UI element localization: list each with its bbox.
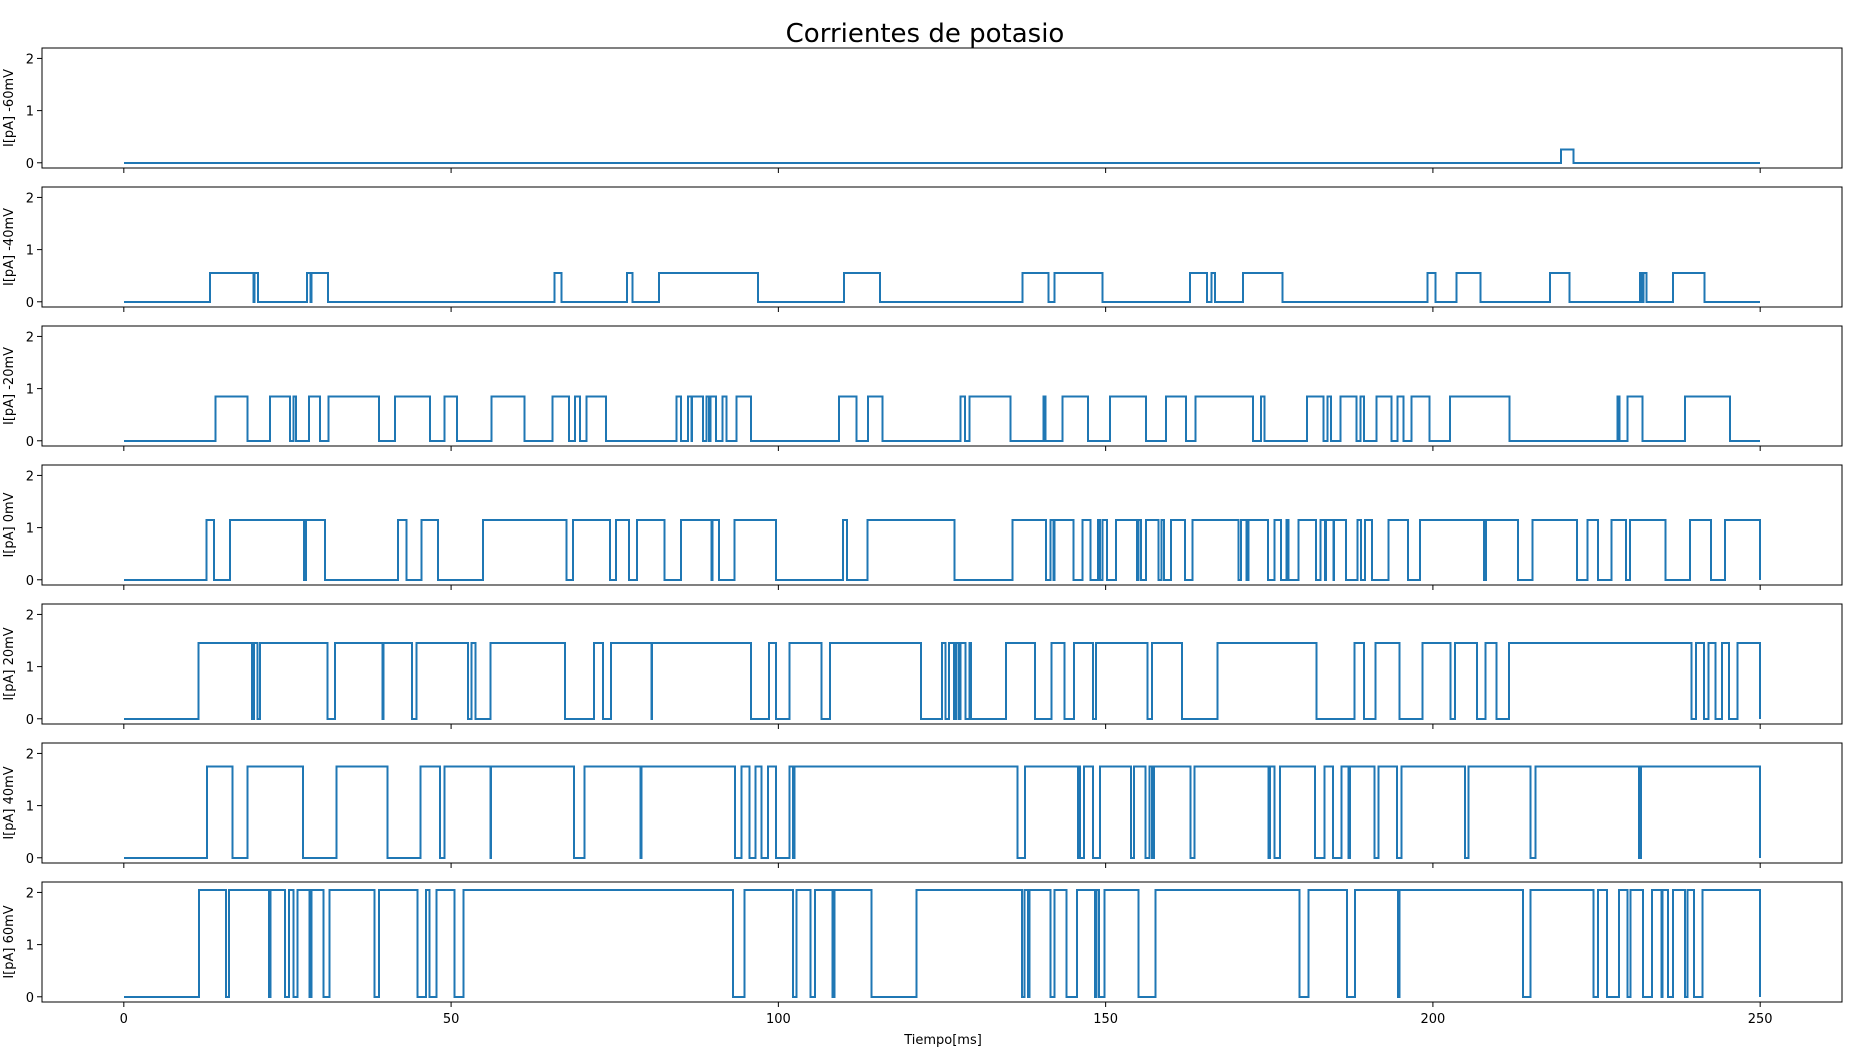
y-tick-label: 2	[26, 52, 34, 67]
chart-title: Corrientes de potasio	[786, 19, 1065, 49]
y-tick-label: 1	[26, 939, 34, 954]
subplot-0: 0 1 2 I[pA] -60mV	[2, 47, 1843, 173]
y-axis-label-3: I[pA] 0mV	[2, 492, 17, 557]
subplot-frame-0	[41, 47, 1843, 169]
y-tick-label: 2	[26, 330, 34, 345]
y-tick-label: 2	[26, 469, 34, 484]
y-axis-label-2: I[pA] -20mV	[2, 347, 17, 425]
x-tick-label: 150	[1093, 1012, 1118, 1027]
subplot-2: 0 1 2 I[pA] -20mV	[2, 325, 1843, 451]
current-trace-2	[123, 395, 1761, 442]
subplot-4: 0 1 2 I[pA] 20mV	[2, 603, 1843, 729]
y-tick-label: 1	[26, 800, 34, 815]
subplots: 0 1 2 I[pA] -60mV 0 1 2 I[pA] -40mV 0 1 2 I[pA] -20…	[2, 47, 1843, 1027]
y-tick-label: 0	[26, 574, 34, 589]
y-tick-label: 0	[26, 713, 34, 728]
subplot-frame-6	[41, 881, 1843, 1003]
x-axis-label: Tiempo[ms]	[903, 1033, 982, 1048]
subplot-frame-5	[41, 742, 1843, 864]
current-trace-3	[123, 518, 1762, 581]
x-tick-label: 100	[766, 1012, 791, 1027]
y-axis-label-4: I[pA] 20mV	[2, 627, 17, 700]
y-tick-label: 1	[26, 383, 34, 398]
y-tick-label: 2	[26, 191, 34, 206]
y-tick-label: 2	[26, 747, 34, 762]
current-trace-5	[123, 765, 1762, 859]
x-tick-label: 200	[1420, 1012, 1445, 1027]
y-tick-label: 1	[26, 105, 34, 120]
subplot-frame-4	[41, 603, 1843, 725]
x-tick-label: 0	[120, 1012, 128, 1027]
subplot-frame-3	[41, 464, 1843, 586]
y-axis-label-6: I[pA] 60mV	[2, 905, 17, 978]
subplot-frame-2	[41, 325, 1843, 447]
y-tick-label: 1	[26, 661, 34, 676]
y-tick-label: 0	[26, 435, 34, 450]
y-tick-label: 1	[26, 522, 34, 537]
subplot-3: 0 1 2 I[pA] 0mV	[2, 464, 1843, 590]
subplot-6: 0 1 2 0 50 100 150 200 250 I[pA] 60mV	[2, 881, 1843, 1027]
y-axis-label-1: I[pA] -40mV	[2, 208, 17, 286]
y-tick-label: 1	[26, 244, 34, 259]
x-tick-label: 250	[1748, 1012, 1773, 1027]
current-trace-1	[123, 272, 1761, 303]
x-tick-label: 50	[443, 1012, 460, 1027]
y-tick-label: 2	[26, 608, 34, 623]
subplot-frame-1	[41, 186, 1843, 308]
current-trace-0	[123, 148, 1761, 164]
y-axis-label-5: I[pA] 40mV	[2, 766, 17, 839]
y-axis-label-0: I[pA] -60mV	[2, 69, 17, 147]
y-tick-label: 2	[26, 886, 34, 901]
current-trace-6	[123, 888, 1762, 998]
y-tick-label: 0	[26, 157, 34, 172]
y-tick-label: 0	[26, 296, 34, 311]
current-trace-4	[123, 642, 1762, 720]
subplot-5: 0 1 2 I[pA] 40mV	[2, 742, 1843, 868]
y-tick-label: 0	[26, 852, 34, 867]
subplot-1: 0 1 2 I[pA] -40mV	[2, 186, 1843, 312]
y-tick-label: 0	[26, 991, 34, 1006]
